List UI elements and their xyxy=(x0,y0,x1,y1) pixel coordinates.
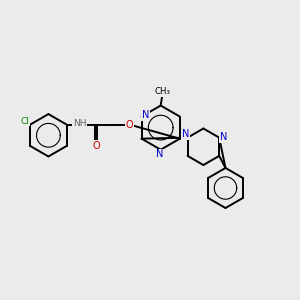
Text: N: N xyxy=(156,149,164,159)
Text: N: N xyxy=(182,129,189,139)
Text: N: N xyxy=(220,132,227,142)
Text: O: O xyxy=(126,120,134,130)
Text: N: N xyxy=(142,110,149,120)
Text: NH: NH xyxy=(73,119,86,128)
Text: O: O xyxy=(93,141,100,151)
Text: Cl: Cl xyxy=(20,117,29,126)
Text: CH₃: CH₃ xyxy=(154,88,170,97)
